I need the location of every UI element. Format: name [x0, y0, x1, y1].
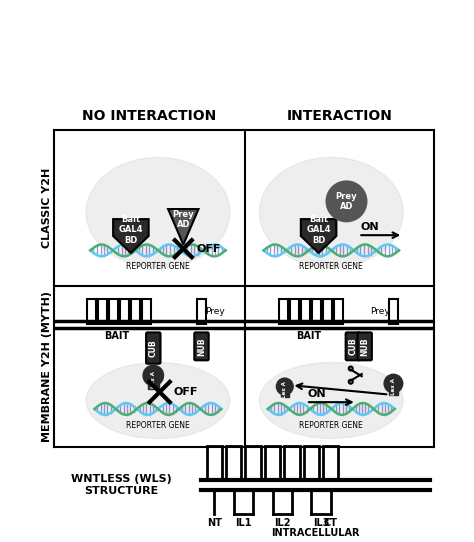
Polygon shape: [113, 219, 149, 253]
Text: Lex A: Lex A: [283, 381, 287, 398]
FancyBboxPatch shape: [346, 332, 360, 360]
Text: REPORTER GENE: REPORTER GENE: [126, 262, 190, 271]
Bar: [207, 446, 222, 480]
Text: IL2: IL2: [274, 518, 291, 528]
FancyBboxPatch shape: [194, 332, 209, 360]
Bar: [98, 299, 107, 324]
Bar: [290, 299, 299, 324]
Text: Prey
AD: Prey AD: [336, 192, 357, 211]
FancyBboxPatch shape: [357, 332, 372, 360]
Text: NUB: NUB: [197, 337, 206, 356]
Text: CLASSIC Y2H: CLASSIC Y2H: [42, 168, 52, 248]
Bar: [389, 386, 398, 396]
Text: Prey: Prey: [370, 307, 390, 316]
Text: NUB: NUB: [360, 337, 369, 356]
Text: CT: CT: [324, 518, 338, 528]
Ellipse shape: [259, 363, 403, 438]
Text: NO INTERACTION: NO INTERACTION: [82, 109, 217, 123]
Text: CUB: CUB: [149, 339, 158, 357]
Bar: [265, 446, 280, 480]
Bar: [301, 299, 310, 324]
Text: MEMBRANE Y2H (MYTH): MEMBRANE Y2H (MYTH): [42, 291, 52, 442]
Text: Prey: Prey: [205, 307, 225, 316]
Text: IL1: IL1: [235, 518, 252, 528]
Text: ON: ON: [308, 389, 326, 399]
Bar: [131, 299, 140, 324]
Text: INTERACTION: INTERACTION: [287, 109, 392, 123]
Bar: [142, 299, 151, 324]
Bar: [334, 299, 343, 324]
Text: Prey
AD: Prey AD: [173, 210, 194, 229]
Polygon shape: [301, 219, 337, 253]
Text: CUB: CUB: [348, 338, 357, 355]
Bar: [148, 378, 158, 389]
Circle shape: [276, 378, 293, 395]
Bar: [389, 299, 398, 324]
Text: REPORTER GENE: REPORTER GENE: [126, 421, 190, 430]
Text: WNTLESS (WLS)
STRUCTURE: WNTLESS (WLS) STRUCTURE: [71, 474, 172, 496]
Bar: [312, 299, 321, 324]
Bar: [284, 446, 300, 480]
Bar: [197, 299, 206, 324]
Bar: [246, 446, 261, 480]
Text: REPORTER GENE: REPORTER GENE: [300, 262, 363, 271]
Bar: [281, 389, 289, 397]
Text: ON: ON: [360, 222, 379, 232]
Bar: [304, 446, 319, 480]
Circle shape: [326, 181, 367, 222]
Bar: [323, 299, 332, 324]
Bar: [120, 299, 129, 324]
Text: Lex A: Lex A: [151, 371, 156, 388]
Bar: [279, 299, 288, 324]
Text: Bait
GAL4
BD: Bait GAL4 BD: [118, 215, 143, 244]
Text: OFF: OFF: [197, 244, 221, 254]
Ellipse shape: [86, 157, 230, 267]
Text: IL3: IL3: [313, 518, 329, 528]
Polygon shape: [168, 209, 199, 244]
Circle shape: [143, 365, 164, 386]
Bar: [226, 446, 241, 480]
Text: BAIT: BAIT: [296, 331, 321, 341]
Text: INTRACELLULAR: INTRACELLULAR: [272, 528, 360, 538]
Text: BAIT: BAIT: [104, 331, 129, 341]
Text: Lex A: Lex A: [391, 378, 396, 395]
Bar: [109, 299, 118, 324]
Ellipse shape: [259, 157, 403, 267]
Text: REPORTER GENE: REPORTER GENE: [300, 421, 363, 430]
Text: Bait
GAL4
BD: Bait GAL4 BD: [306, 215, 331, 244]
Bar: [323, 446, 338, 480]
Text: OFF: OFF: [173, 387, 198, 397]
Ellipse shape: [86, 363, 230, 438]
Bar: [87, 299, 96, 324]
Text: NT: NT: [207, 518, 222, 528]
FancyBboxPatch shape: [146, 332, 161, 364]
Circle shape: [384, 375, 403, 393]
